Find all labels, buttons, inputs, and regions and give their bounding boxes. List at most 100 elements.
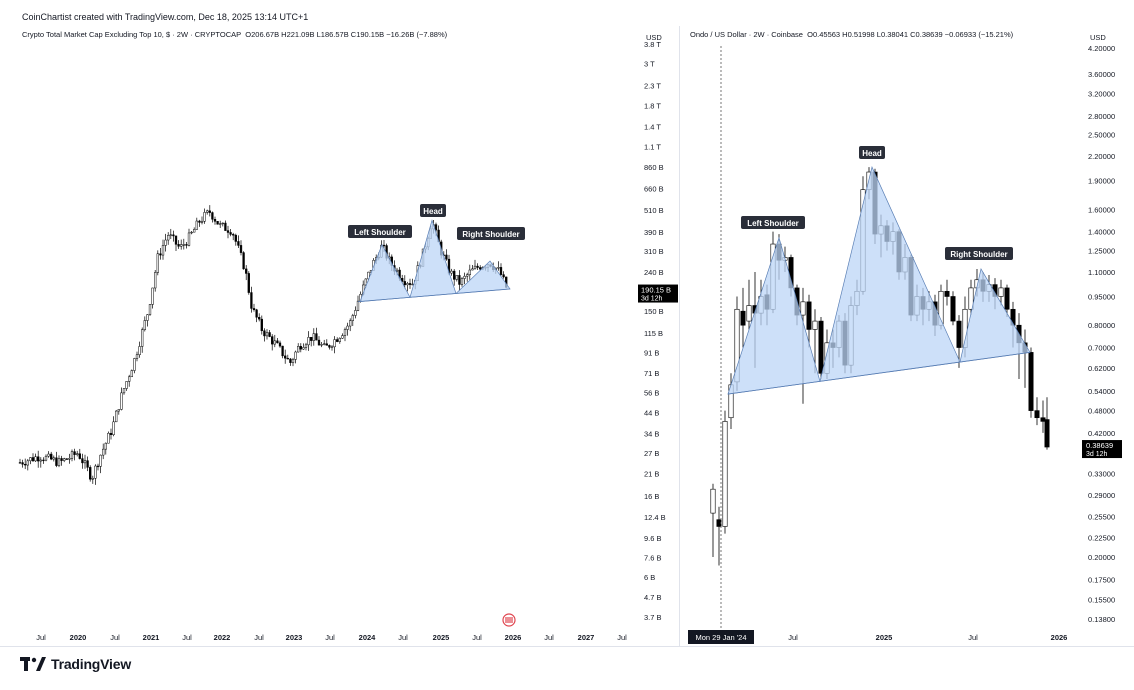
left-candle-body [180, 244, 183, 247]
left-candle [406, 281, 409, 292]
left-candle [450, 268, 453, 276]
left-candle [115, 409, 118, 423]
left-candle [187, 228, 191, 247]
left-candle [125, 380, 128, 391]
left-axis-currency: USD [646, 33, 662, 42]
left-y-tick-label: 310 B [644, 247, 664, 256]
right-candle-body [1028, 352, 1034, 411]
tradingview-logo[interactable]: TradingView [20, 656, 131, 672]
left-y-tick-label: 27 B [644, 449, 659, 458]
left-candle-body [70, 451, 74, 459]
left-candle [37, 450, 40, 468]
left-candle-body [31, 457, 35, 462]
right-pattern-label: Left Shoulder [741, 216, 805, 229]
left-candle [24, 458, 27, 470]
chart-credit: CoinChartist created with TradingView.co… [22, 12, 309, 22]
left-candle [164, 233, 167, 252]
right-y-tick-label: 0.25500 [1088, 512, 1115, 521]
left-candle [294, 350, 297, 364]
right-y-tick-label: 0.48000 [1088, 407, 1115, 416]
left-candle-body [195, 220, 198, 230]
right-candle-body [956, 320, 962, 348]
right-pattern-label-bg [945, 247, 1013, 260]
left-y-tick-label: 91 B [644, 348, 659, 357]
left-candle [91, 475, 94, 484]
left-candle-body [138, 346, 141, 356]
left-candle-body [109, 432, 113, 435]
time-axis-divider [0, 646, 1134, 647]
left-candle [185, 242, 188, 249]
left-candle [73, 448, 76, 461]
left-candle-body [401, 278, 404, 282]
left-candle [68, 453, 71, 464]
left-candle [330, 345, 334, 351]
left-candle-body [161, 245, 165, 256]
left-candle [117, 409, 120, 415]
right-candle-body [950, 296, 956, 322]
left-x-tick-label: 2024 [359, 633, 377, 642]
left-candle-body [252, 308, 256, 311]
left-candle-body [268, 332, 271, 337]
left-x-tick-label: Jul [254, 633, 264, 642]
left-candle-body [237, 241, 240, 246]
us-flag-icon-stripes [505, 617, 513, 623]
left-candle-body [338, 337, 341, 342]
left-last-price-tag [638, 284, 678, 303]
left-time-axis: Jul 2020 Jul 2021 Jul 2022 Jul 2023 Jul 2024 Jul 20… [36, 633, 627, 642]
right-y-tick-label: 0.70000 [1088, 344, 1115, 353]
right-candle-body [710, 488, 716, 514]
left-candle [336, 337, 339, 343]
left-candle [286, 354, 289, 360]
left-candle-body [382, 244, 386, 247]
left-candle [180, 239, 183, 250]
left-candle-body [343, 329, 347, 336]
left-candle [224, 220, 227, 231]
left-candle-body [198, 220, 201, 223]
left-candle [18, 458, 22, 464]
left-candle [159, 248, 162, 260]
left-candle-body [351, 315, 354, 321]
left-candle [343, 327, 347, 342]
left-candle-body [190, 231, 193, 234]
left-candle [55, 451, 58, 468]
left-candle-body [102, 448, 105, 456]
left-candle [354, 306, 357, 319]
right-candle-body [806, 301, 812, 330]
left-candle-body [330, 346, 334, 348]
left-candle-body [24, 463, 27, 466]
left-candle-body [328, 345, 331, 348]
right-candle [710, 483, 716, 557]
left-candle-body [94, 465, 97, 479]
left-candle [273, 334, 276, 348]
left-candle-body [289, 358, 292, 363]
left-candle [315, 327, 318, 341]
left-candle-body [128, 376, 131, 382]
left-pattern-label: Right Shoulder [457, 227, 525, 240]
right-y-tick-label: 1.60000 [1088, 205, 1115, 214]
right-pattern-label: Head [859, 146, 885, 159]
left-candle-body [55, 457, 58, 466]
right-candle-body [800, 301, 806, 316]
left-candle-body [26, 460, 29, 466]
left-candle [463, 272, 466, 285]
left-candle-body [99, 454, 102, 467]
left-candle-body [50, 453, 53, 460]
left-candle [317, 336, 321, 346]
right-y-tick-label: 1.40000 [1088, 228, 1115, 237]
left-x-tick-label: Jul [182, 633, 192, 642]
right-pattern-label-text: Head [862, 149, 882, 158]
left-y-tick-label: 660 B [644, 185, 664, 194]
left-y-tick-label: 6 B [644, 573, 655, 582]
left-candle-body [403, 281, 406, 286]
right-y-tick-label: 0.80000 [1088, 321, 1115, 330]
left-candle-body [458, 275, 461, 285]
left-candle [39, 457, 42, 468]
left-candle [323, 339, 326, 346]
left-candle-body [226, 230, 230, 233]
right-candle-body [740, 310, 746, 326]
left-candle-body [78, 453, 81, 459]
left-candle [143, 316, 146, 332]
